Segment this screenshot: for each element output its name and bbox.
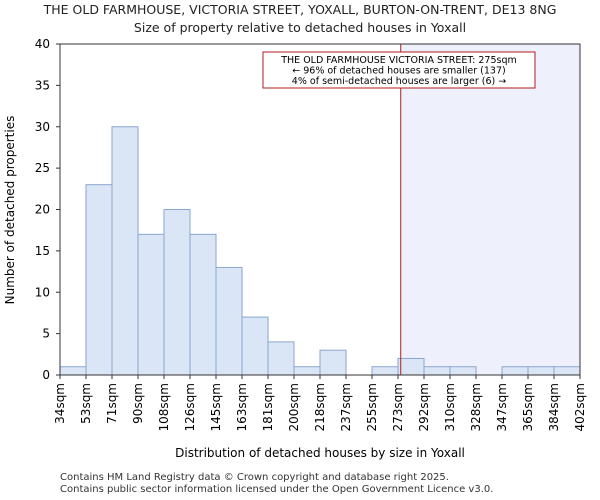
x-tick-label: 328sqm: [469, 383, 483, 431]
histogram-bar: [449, 366, 477, 376]
x-tick-label: 292sqm: [417, 383, 431, 431]
histogram-bar: [85, 184, 113, 376]
x-tick-label: 273sqm: [391, 383, 405, 431]
x-tick-label: 108sqm: [157, 383, 171, 431]
histogram-bar: [189, 233, 217, 376]
y-tick-label: 15: [35, 244, 50, 258]
histogram-bar: [215, 266, 243, 376]
x-tick-label: 310sqm: [443, 383, 457, 431]
histogram-bar: [371, 366, 399, 376]
histogram-bar: [553, 366, 581, 376]
x-tick-label: 200sqm: [287, 383, 301, 431]
histogram-bar: [423, 366, 451, 376]
x-tick-label: 126sqm: [183, 383, 197, 431]
highlight-region: [400, 44, 580, 375]
x-tick-label: 347sqm: [495, 383, 509, 431]
histogram-bar: [163, 209, 191, 376]
annotation-line: 4% of semi-detached houses are larger (6…: [292, 76, 506, 87]
histogram-bar: [319, 349, 347, 376]
histogram-bar: [59, 366, 87, 376]
histogram-bar: [397, 357, 425, 376]
x-tick-label: 71sqm: [105, 383, 119, 424]
x-tick-label: 53sqm: [79, 383, 93, 424]
x-tick-label: 402sqm: [573, 383, 587, 431]
y-axis-label: Number of detached properties: [3, 116, 17, 305]
x-tick-label: 181sqm: [261, 383, 275, 431]
annotation-box: [262, 51, 536, 89]
y-tick-label: 10: [35, 285, 50, 299]
histogram-bar: [137, 233, 165, 376]
y-tick-label: 5: [42, 327, 50, 341]
x-tick-label: 90sqm: [131, 383, 145, 424]
x-tick-label: 237sqm: [339, 383, 353, 431]
chart-subtitle: Size of property relative to detached ho…: [133, 20, 467, 35]
histogram-bar: [267, 341, 295, 376]
x-tick-label: 365sqm: [521, 383, 535, 431]
annotation-line: THE OLD FARMHOUSE VICTORIA STREET: 275sq…: [280, 55, 517, 66]
y-tick-label: 25: [35, 161, 50, 175]
x-tick-label: 145sqm: [209, 383, 223, 431]
histogram-bar: [501, 366, 529, 376]
histogram-bar: [241, 316, 269, 376]
y-tick-label: 40: [35, 37, 50, 51]
y-tick-label: 35: [35, 78, 50, 92]
footer-line-2: Contains public sector information licen…: [60, 484, 494, 495]
histogram-bar: [527, 366, 555, 376]
footer-line-1: Contains HM Land Registry data © Crown c…: [60, 472, 449, 483]
histogram-bar: [111, 126, 139, 376]
histogram-bar: [293, 366, 321, 376]
x-tick-label: 255sqm: [365, 383, 379, 431]
y-tick-label: 20: [35, 203, 50, 217]
y-tick-label: 30: [35, 120, 50, 134]
x-tick-label: 163sqm: [235, 383, 249, 431]
annotation-line: ← 96% of detached houses are smaller (13…: [292, 66, 505, 77]
x-tick-label: 218sqm: [313, 383, 327, 431]
x-tick-label: 384sqm: [547, 383, 561, 431]
x-tick-label: 34sqm: [53, 383, 67, 424]
y-tick-label: 0: [42, 368, 50, 382]
chart-title: THE OLD FARMHOUSE, VICTORIA STREET, YOXA…: [43, 2, 557, 17]
x-axis-label: Distribution of detached houses by size …: [175, 446, 465, 460]
histogram-chart: 0 5 10 15 20 25 30 35 40 34sqm 53sqm 71sqm 90sqm 108s…: [3, 37, 587, 460]
